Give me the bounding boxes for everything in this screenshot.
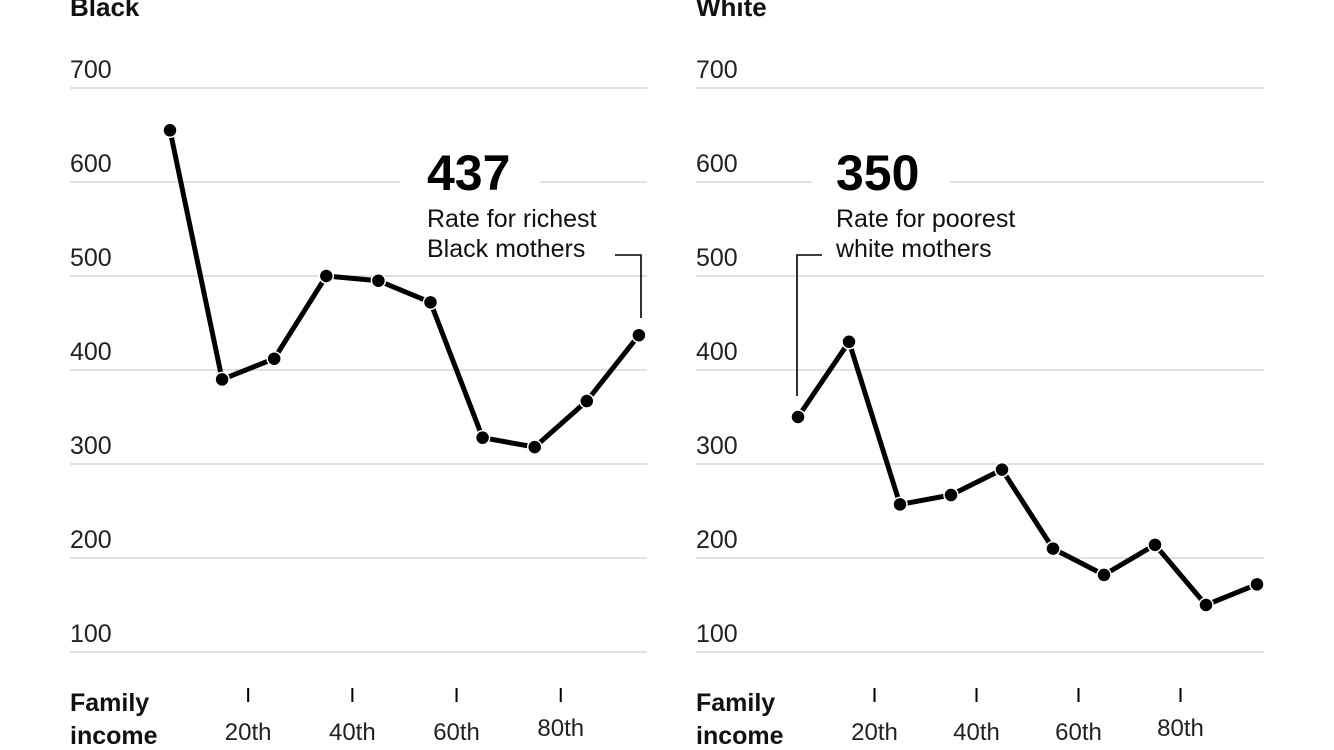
white-mothers-chart: White 700 600 500 400 300 200 100 Family income 20… — [696, 0, 1265, 750]
data-point — [1096, 567, 1112, 583]
x-axis-label: Family income — [70, 689, 158, 750]
y-tick-label: 100 — [696, 620, 738, 648]
x-tick-label: 40th — [329, 719, 376, 746]
y-tick-label: 300 — [696, 432, 738, 460]
data-point — [422, 294, 439, 311]
data-point — [1249, 576, 1265, 593]
data-point — [474, 429, 491, 446]
y-tick-label: 500 — [696, 244, 738, 272]
data-point — [1045, 540, 1061, 557]
data-point — [790, 409, 806, 425]
annotation-text: Black mothers — [427, 235, 585, 263]
annotation-leader-line — [615, 254, 642, 318]
annotation-text: Rate for richest — [427, 205, 597, 233]
data-point — [526, 439, 543, 455]
data-point — [162, 122, 178, 139]
annotation-backdrop — [812, 150, 950, 210]
annotation-text: Rate for poorest — [836, 205, 1015, 233]
data-point — [1198, 597, 1214, 613]
annotation-value: 437 — [427, 145, 510, 201]
data-point — [994, 461, 1010, 478]
series-line — [167, 127, 642, 450]
y-tick-label: 700 — [696, 56, 738, 84]
data-point — [579, 393, 595, 409]
data-point — [318, 268, 335, 284]
y-tick-label: 100 — [70, 620, 112, 648]
y-tick-label: 200 — [70, 526, 112, 554]
panel-title: Black — [70, 0, 140, 22]
x-tick-label: 60th — [433, 719, 480, 746]
annotation-leader-line — [796, 254, 822, 396]
data-point — [841, 334, 857, 350]
x-tick-label: 80th — [537, 715, 584, 742]
y-tick-label: 600 — [696, 150, 738, 178]
x-tick-label: 40th — [953, 719, 1000, 746]
x-axis-label: Family income — [696, 689, 784, 750]
x-tick-label: 60th — [1055, 719, 1102, 746]
data-point — [892, 496, 908, 513]
panel-title: White — [696, 0, 767, 22]
y-tick-label: 300 — [70, 432, 112, 460]
data-point — [214, 371, 230, 388]
black-mothers-chart: Black 700 600 500 400 300 200 100 Family income 20… — [70, 0, 647, 750]
data-point — [943, 487, 959, 503]
y-tick-label: 700 — [70, 56, 112, 84]
data-point — [631, 327, 647, 343]
x-tick-label: 20th — [851, 719, 898, 746]
y-tick-label: 400 — [696, 338, 738, 366]
x-tick-label: 80th — [1157, 715, 1204, 742]
annotation-value: 350 — [836, 145, 919, 201]
data-point — [266, 350, 282, 367]
data-point — [370, 272, 387, 289]
annotation-text: white mothers — [835, 235, 992, 263]
y-tick-label: 600 — [70, 150, 112, 178]
annotation-backdrop — [400, 150, 540, 210]
y-tick-label: 200 — [696, 526, 738, 554]
x-tick-label: 20th — [225, 719, 272, 746]
data-point — [1147, 537, 1163, 553]
y-tick-label: 500 — [70, 244, 112, 272]
series-line — [795, 339, 1260, 608]
y-tick-label: 400 — [70, 338, 112, 366]
